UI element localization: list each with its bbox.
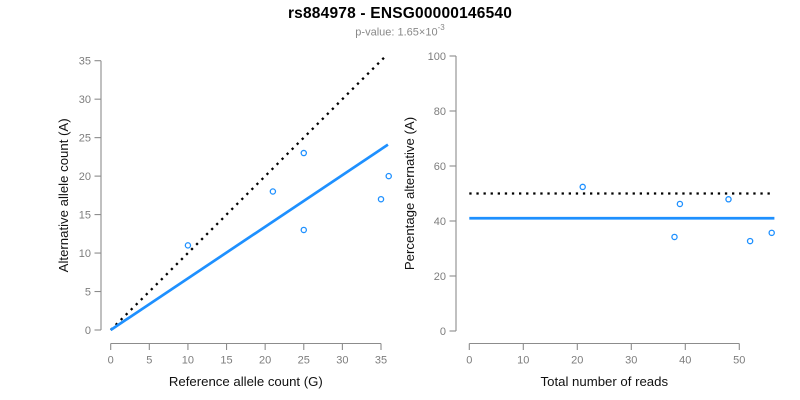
data-point xyxy=(671,233,678,241)
figure-title: rs884978 - ENSG00000146540 xyxy=(287,5,513,22)
y-axis-tick-label: 20 xyxy=(434,271,446,283)
x-axis-tick-label: 15 xyxy=(220,355,232,367)
x-axis-tick-label: 20 xyxy=(259,355,271,367)
y-axis-tick-label: 0 xyxy=(85,325,91,337)
x-axis-title: Total number of reads xyxy=(541,374,669,389)
data-point xyxy=(300,226,308,234)
data-point xyxy=(676,200,684,208)
x-axis-tick-label: 35 xyxy=(375,355,387,367)
x-axis-title: Reference allele count (G) xyxy=(169,374,323,389)
x-axis-tick-label: 10 xyxy=(182,355,194,367)
y-axis-tick-label: 10 xyxy=(79,248,91,260)
data-point xyxy=(746,237,754,245)
data-point xyxy=(725,196,732,203)
y-axis-tick-label: 100 xyxy=(428,51,446,63)
y-axis-tick-label: 25 xyxy=(79,132,91,144)
pvalue-text: p-value: 1.65×10 xyxy=(355,26,438,39)
y-axis-title: Percentage alternative (A) xyxy=(402,117,417,270)
x-axis-tick-label: 40 xyxy=(679,355,691,367)
data-point xyxy=(385,172,392,180)
allele-counts-scatter: 0 5 10 15 20 25 30 35 0 5 10 15 20 25 30 35 Reference al… xyxy=(56,55,392,389)
y-axis-tick-label: 0 xyxy=(440,326,446,338)
pvalue-subtitle: p-value: 1.65×10-3 xyxy=(0,23,800,39)
x-axis-tick-label: 0 xyxy=(466,355,472,367)
x-axis-tick-label: 5 xyxy=(146,355,152,367)
x-axis-tick-label: 25 xyxy=(298,355,310,367)
x-axis-tick-label: 50 xyxy=(733,355,745,367)
y-axis-tick-label: 15 xyxy=(79,209,91,221)
x-axis-tick-label: 30 xyxy=(336,355,348,367)
y-axis-title: Alternative allele count (A) xyxy=(56,118,71,272)
x-axis-tick-label: 10 xyxy=(517,355,529,367)
y-axis-tick-label: 60 xyxy=(434,161,446,173)
y-axis-tick-label: 40 xyxy=(434,216,446,228)
data-point xyxy=(377,195,385,203)
percentage-alternative-scatter: 0 10 20 30 40 50 0 20 40 60 80 100 Total number of r… xyxy=(402,51,775,389)
data-point xyxy=(300,149,308,157)
data-point xyxy=(184,242,192,249)
data-point xyxy=(269,188,277,195)
y-axis-tick-label: 20 xyxy=(79,171,91,183)
y-axis-tick-label: 35 xyxy=(79,56,91,68)
data-point xyxy=(768,229,775,237)
y-axis-tick-label: 30 xyxy=(79,94,91,106)
y-axis-tick-label: 5 xyxy=(85,286,91,298)
x-axis-tick-label: 0 xyxy=(108,355,114,367)
pvalue-exponent: -3 xyxy=(437,23,445,32)
y-axis-tick-label: 80 xyxy=(434,106,446,118)
x-axis-tick-label: 30 xyxy=(625,355,637,367)
identity-line xyxy=(109,55,387,331)
fit-line xyxy=(109,143,389,332)
data-point xyxy=(579,183,586,191)
x-axis-tick-label: 20 xyxy=(571,355,583,367)
